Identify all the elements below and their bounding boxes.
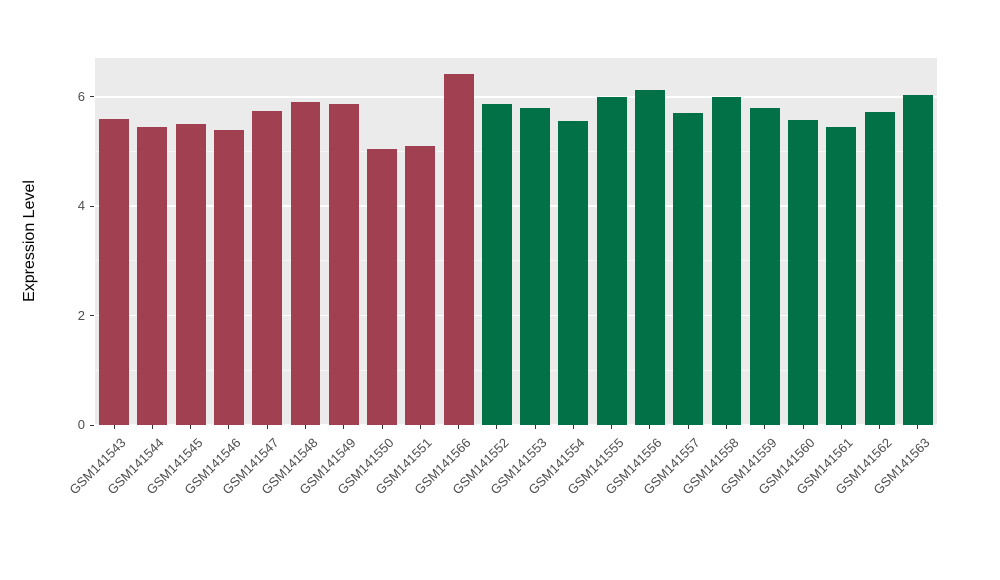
x-axis-tick	[266, 425, 268, 429]
bar-GSM141558	[711, 96, 742, 425]
bar-GSM141554	[558, 121, 589, 425]
bar-GSM141548	[290, 102, 321, 425]
gridline-major	[95, 205, 937, 207]
x-axis-tick	[190, 425, 192, 429]
gridline-minor	[95, 260, 937, 262]
x-axis-tick	[419, 425, 421, 429]
bar-GSM141550	[367, 148, 397, 425]
bar-GSM141553	[520, 107, 551, 425]
gridline-major	[95, 424, 937, 426]
bar-GSM141545	[175, 124, 206, 425]
bar-GSM141551	[405, 146, 436, 425]
bar-GSM141556	[635, 89, 665, 425]
x-axis-tick	[228, 425, 230, 429]
bar-GSM141557	[673, 113, 704, 425]
bar-GSM141547	[252, 110, 283, 425]
bar-GSM141549	[328, 103, 359, 425]
x-axis-tick	[496, 425, 498, 429]
x-axis-tick	[879, 425, 881, 429]
bar-GSM141562	[864, 111, 895, 425]
bar-GSM141566	[443, 73, 474, 425]
x-axis-tick	[381, 425, 383, 429]
x-axis-tick	[726, 425, 727, 429]
bar-GSM141561	[826, 126, 857, 425]
x-axis-tick	[802, 425, 804, 429]
y-tick-label: 0	[77, 417, 85, 432]
x-axis-tick	[343, 425, 345, 429]
gridline-minor	[95, 369, 937, 371]
bar-GSM141552	[481, 103, 512, 425]
y-axis-tick	[90, 205, 94, 207]
x-axis-tick	[458, 425, 460, 429]
y-axis-tick	[90, 315, 94, 317]
bar-GSM141544	[137, 126, 168, 425]
gridline-major	[95, 314, 937, 317]
y-tick-label: 6	[77, 88, 85, 104]
x-axis-tick	[649, 425, 651, 429]
y-axis-tick	[90, 96, 94, 98]
y-axis-tick	[90, 424, 94, 426]
bar-GSM141543	[99, 118, 130, 425]
bar-GSM141546	[214, 129, 244, 425]
bar-GSM141560	[788, 120, 818, 425]
x-axis-tick	[113, 425, 115, 429]
gridline-major	[95, 96, 937, 98]
x-axis-tick	[840, 425, 842, 429]
x-axis-tick	[764, 425, 766, 429]
chart-panel	[95, 58, 937, 426]
y-tick-label: 2	[77, 307, 85, 323]
x-axis-tick	[917, 425, 919, 429]
y-tick-label: 4	[77, 198, 85, 214]
x-axis-tick	[151, 425, 153, 429]
x-axis-tick	[534, 425, 536, 429]
x-axis-tick	[305, 425, 306, 429]
y-axis-title: Expression Level	[21, 180, 38, 302]
bar-GSM141563	[902, 95, 933, 425]
gridline-minor	[95, 151, 937, 153]
x-axis-tick	[687, 425, 689, 429]
bar-GSM141559	[749, 107, 780, 425]
bar-GSM141555	[596, 96, 627, 425]
x-axis-tick	[611, 425, 613, 429]
x-axis-tick	[572, 425, 574, 429]
